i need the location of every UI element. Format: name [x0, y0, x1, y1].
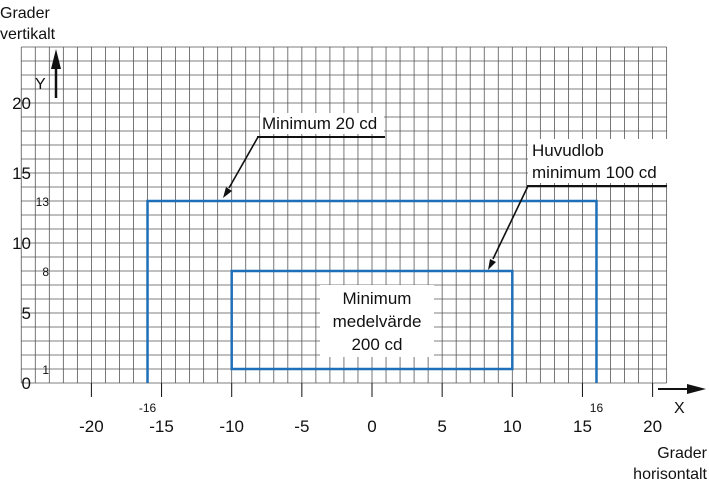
x-axis-title-line2: horisontalt [633, 466, 707, 483]
annotation-inner-line1: Minimum [343, 289, 412, 308]
region-outer [146, 199, 598, 383]
regions: 13 -16 16 8 1 [36, 195, 604, 415]
annotation-inner: Minimum medelvärde 200 cd [320, 285, 434, 357]
x-tick-label: 15 [573, 417, 592, 436]
annotation-huvudlob: Huvudlob minimum 100 cd [488, 139, 668, 270]
annotation-outer-text: Minimum 20 cd [262, 114, 377, 133]
x-tick-label: -10 [219, 417, 244, 436]
annotation-inner-line2: medelvärde [333, 312, 422, 331]
y-tick-label: 15 [12, 164, 31, 183]
annotation-outer-textbg [260, 113, 384, 134]
axes: Y X Grader vertikalt Grader horisontalt [0, 5, 708, 483]
y-tick-label: 20 [12, 94, 31, 113]
region-outer-left-value: -16 [139, 401, 157, 415]
region-outer-right-value: 16 [590, 401, 604, 415]
annotation-huvudlob-line2: minimum 100 cd [532, 163, 657, 182]
annotation-outer: Minimum 20 cd [223, 113, 385, 198]
region-inner [230, 269, 514, 371]
x-tick-label: -5 [294, 417, 309, 436]
x-tick-label: -15 [149, 417, 174, 436]
annotation-huvudlob-textbg [528, 139, 668, 183]
annotation-huvudlob-leader [492, 185, 529, 260]
tick-labels: -20 -15 -10 -5 0 5 10 15 20 0 5 10 15 20 [12, 94, 662, 436]
y-tick-label: 10 [12, 234, 31, 253]
y-axis-title-line2: vertikalt [0, 26, 56, 43]
annotation-inner-textbg [320, 285, 434, 357]
region-inner-top-value: 8 [42, 265, 49, 279]
y-axis-title-line1: Grader [0, 5, 50, 22]
x-tick-label: 10 [503, 417, 522, 436]
x-axis-arrow-head [687, 384, 706, 394]
y-axis-arrow-head [51, 49, 61, 69]
x-tick-label: 0 [367, 417, 376, 436]
y-tick-label: 5 [22, 304, 31, 323]
x-axis-title-line1: Grader [657, 445, 707, 462]
x-tick-label: 5 [437, 417, 446, 436]
x-tick-label: -20 [79, 417, 104, 436]
y-tick-label: 0 [22, 374, 31, 393]
annotation-outer-arrowhead [223, 187, 232, 198]
annotation-outer-leader [228, 136, 259, 189]
annotation-huvudlob-line1: Huvudlob [532, 141, 604, 160]
annotation-inner-line3: 200 cd [351, 335, 402, 354]
annotation-huvudlob-arrowhead [488, 259, 496, 270]
y-axis-letter: Y [35, 76, 46, 93]
x-axis-letter: X [674, 400, 685, 417]
x-tick-label: 20 [643, 417, 662, 436]
region-outer-top-value: 13 [36, 195, 50, 209]
region-inner-bottom-value: 1 [42, 363, 49, 377]
annotations: Minimum 20 cd Huvudlob minimum 100 cd Mi… [223, 113, 668, 357]
